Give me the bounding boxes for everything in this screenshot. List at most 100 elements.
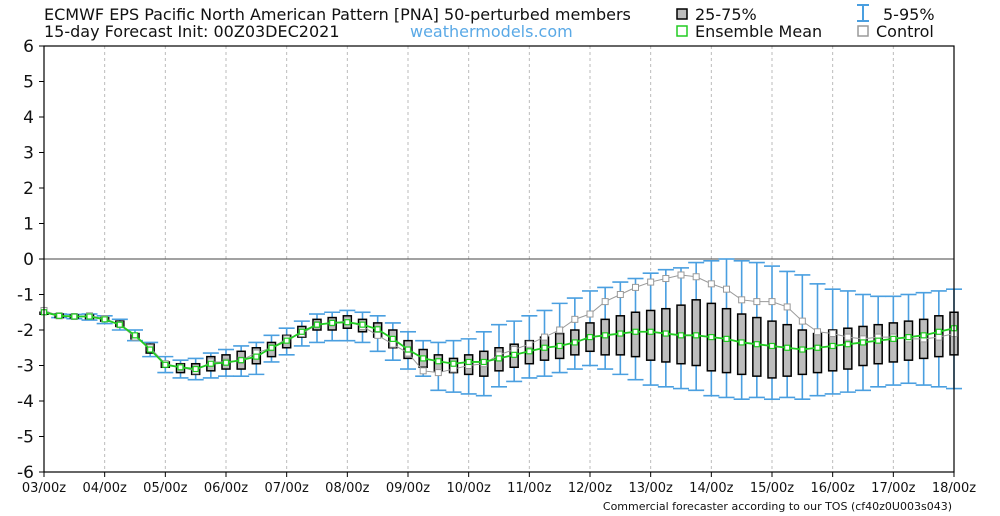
- legend-mean-swatch: [676, 25, 688, 37]
- y-tick-label: 0: [23, 250, 34, 270]
- iqr-box: [843, 327, 853, 370]
- control-point: [571, 315, 579, 323]
- iqr-box: [645, 309, 656, 361]
- legend-iqr-label: 25-75%: [695, 5, 757, 24]
- x-tick-label: 14/00z: [689, 481, 733, 496]
- mean-point: [814, 344, 821, 351]
- control-point: [677, 271, 685, 279]
- control-point: [419, 367, 427, 375]
- mean-point: [935, 328, 942, 335]
- y-tick-label: -4: [17, 392, 34, 412]
- y-tick-label: -6: [17, 463, 34, 483]
- control-point: [768, 298, 776, 306]
- x-tick-label: 12/00z: [568, 481, 612, 496]
- control-point: [707, 280, 715, 288]
- control-point: [844, 333, 852, 341]
- x-tick-label: 06/00z: [204, 481, 248, 496]
- x-tick-label: 07/00z: [265, 481, 309, 496]
- mean-point: [420, 355, 427, 362]
- mean-point: [131, 332, 139, 339]
- axis-ticks: 03/00z 04/00z 05/00z 06/00z 07/00z 08/00z 09/0…: [17, 37, 976, 496]
- mean-point: [571, 339, 578, 346]
- mean-point: [586, 334, 594, 341]
- control-point: [753, 298, 761, 306]
- x-tick-label: 16/00z: [811, 481, 855, 496]
- x-tick-label: 04/00z: [83, 481, 127, 496]
- mean-point: [784, 344, 791, 351]
- y-tick-label: -5: [17, 428, 34, 448]
- x-tick-label: 13/00z: [629, 481, 673, 496]
- legend-iqr-swatch: [676, 8, 688, 20]
- x-tick-label: 09/00z: [386, 481, 430, 496]
- y-tick-label: -2: [17, 321, 34, 341]
- control-point: [692, 273, 700, 281]
- mean-point: [890, 335, 897, 342]
- control-point: [586, 310, 594, 318]
- control-point: [601, 298, 609, 306]
- iqr-box: [873, 323, 883, 365]
- mean-point: [662, 330, 669, 337]
- brand-link[interactable]: weathermodels.com: [410, 22, 573, 41]
- mean-point: [844, 341, 851, 348]
- iqr-box: [888, 322, 899, 363]
- mean-point: [632, 328, 639, 335]
- mean-point: [283, 337, 290, 344]
- mean-point: [875, 337, 882, 344]
- mean-point: [238, 357, 245, 364]
- mean-point: [207, 360, 214, 367]
- mean-point: [905, 334, 912, 341]
- mean-point: [162, 361, 169, 368]
- control-point: [510, 346, 518, 354]
- y-tick-label: 2: [23, 179, 34, 199]
- mean-point: [541, 344, 548, 351]
- legend-whisker-label: 5-95%: [883, 5, 935, 24]
- control-point: [647, 278, 655, 286]
- x-tick-label: 05/00z: [143, 481, 187, 496]
- control-point: [616, 291, 624, 298]
- control-point: [738, 296, 746, 304]
- mean-point: [768, 342, 776, 350]
- control-point: [374, 331, 382, 339]
- mean-point: [116, 321, 123, 328]
- mean-point: [708, 334, 715, 341]
- x-tick-label: 18/00z: [932, 481, 976, 496]
- control-point: [935, 333, 943, 341]
- control-point: [556, 326, 564, 334]
- y-tick-label: -1: [17, 286, 34, 306]
- mean-point: [450, 360, 457, 367]
- mean-point: [56, 312, 63, 319]
- control-point: [783, 303, 791, 311]
- x-tick-label: 10/00z: [447, 481, 491, 496]
- iqr-box: [812, 332, 823, 374]
- control-point: [525, 340, 533, 348]
- mean-point: [495, 355, 503, 362]
- mean-point: [799, 346, 806, 353]
- control-point: [829, 330, 837, 338]
- mean-point: [344, 319, 351, 326]
- whisker-layer: [51, 258, 962, 401]
- mean-point: [693, 332, 700, 339]
- x-tick-label: 03/00z: [22, 481, 66, 496]
- mean-point: [313, 321, 321, 328]
- control-point: [632, 283, 639, 291]
- legend-control-label: Control: [876, 22, 934, 41]
- x-tick-label: 17/00z: [871, 481, 915, 496]
- footer-note: Commercial forecaster according to our T…: [602, 500, 952, 513]
- mean-point: [617, 330, 624, 337]
- mean-point: [268, 344, 275, 351]
- mean-point: [253, 353, 260, 360]
- control-point: [662, 275, 670, 283]
- mean-point: [526, 348, 533, 355]
- control-point: [541, 333, 548, 341]
- y-tick-label: 6: [23, 37, 34, 57]
- x-tick-label: 11/00z: [507, 481, 551, 496]
- mean-point: [177, 364, 184, 371]
- mean-point: [389, 335, 396, 342]
- iqr-box: [827, 329, 838, 372]
- mean-point: [374, 326, 381, 333]
- mean-point: [511, 351, 518, 358]
- mean-point: [647, 328, 654, 335]
- y-tick-label: 4: [23, 108, 34, 128]
- y-tick-label: 5: [23, 73, 34, 93]
